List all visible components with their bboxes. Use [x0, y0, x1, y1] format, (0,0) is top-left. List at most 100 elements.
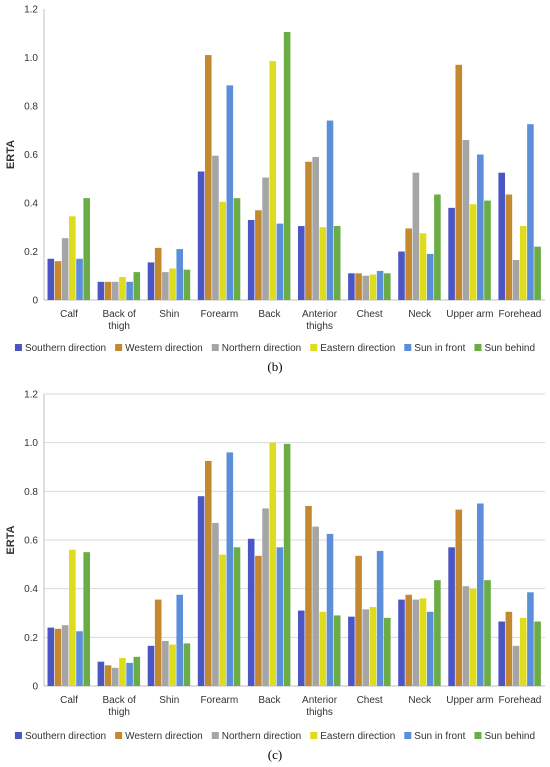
- legend-item: Eastern direction: [310, 731, 395, 742]
- legend-label: Sun in front: [414, 731, 465, 742]
- bar-c-7-4: [426, 611, 434, 686]
- bar-c-7-1: [405, 594, 412, 686]
- category-label: Forehead: [499, 695, 542, 706]
- bar-c-1-1: [104, 665, 112, 686]
- bar-b-3-2: [212, 155, 219, 300]
- bar-b-7-2: [412, 172, 420, 300]
- bar-c-1-2: [111, 667, 119, 686]
- bar-b-2-0: [147, 262, 155, 300]
- y-tick-label: 0: [32, 682, 38, 693]
- bar-c-0-0: [47, 627, 55, 686]
- bar-c-0-3: [69, 549, 76, 686]
- bar-b-2-4: [176, 249, 184, 300]
- bar-b-3-0: [197, 171, 205, 300]
- bar-b-2-3: [169, 268, 176, 300]
- bar-b-1-5: [133, 272, 141, 300]
- bar-c-2-1: [154, 599, 162, 686]
- bar-b-3-4: [226, 85, 234, 300]
- bar-c-6-0: [348, 616, 355, 686]
- y-tick-label: 1.0: [24, 438, 38, 449]
- legend: Southern direction Western direction North…: [14, 343, 535, 354]
- bar-c-9-2: [512, 645, 520, 686]
- bar-c-0-1: [54, 628, 62, 686]
- bar-b-1-0: [97, 281, 105, 300]
- bar-b-8-0: [448, 207, 455, 300]
- legend-item: Southern direction: [14, 731, 106, 742]
- chart-c-svg: 0 0.2 0.4 0.6 0.8 1.0 1.2 ERTA Calf Back of thigh S…: [5, 390, 545, 742]
- bar-b-9-5: [534, 246, 541, 300]
- bar-c-7-5: [434, 580, 441, 686]
- y-tick-label: 0.4: [24, 584, 38, 595]
- legend-swatch: [310, 344, 318, 351]
- bar-c-5-4: [326, 533, 334, 686]
- bar-b-2-5: [183, 269, 191, 300]
- bar-c-0-5: [83, 552, 90, 686]
- y-axis-label: ERTA: [5, 525, 17, 554]
- category-label: Upper arm: [446, 695, 493, 706]
- bar-b-1-4: [126, 281, 133, 300]
- category-label: Chest: [357, 695, 383, 706]
- bar-c-3-4: [226, 452, 234, 686]
- bar-c-7-2: [412, 599, 420, 686]
- legend-label: Sun behind: [484, 343, 535, 354]
- legend-item: Western direction: [115, 731, 203, 742]
- bar-c-9-1: [505, 611, 513, 686]
- category-label: Back of thigh: [102, 695, 136, 718]
- bar-c-4-2: [262, 508, 269, 686]
- bar-b-7-0: [398, 251, 405, 300]
- category-label: Shin: [159, 695, 179, 706]
- bar-b-9-0: [498, 172, 505, 300]
- bar-b-6-0: [348, 273, 355, 300]
- bar-b-8-5: [484, 200, 491, 300]
- legend-label: Eastern direction: [320, 731, 395, 742]
- legend-swatch: [14, 732, 22, 739]
- chart-panel-b: 0 0.2 0.4 0.6 0.8 1.0 1.2 ERTA Calf Back of thigh S…: [0, 0, 550, 380]
- bar-b-4-3: [269, 61, 277, 301]
- chart-b-svg: 0 0.2 0.4 0.6 0.8 1.0 1.2 ERTA Calf Back of thigh S…: [5, 5, 545, 354]
- category-label: Anterior thighs: [302, 695, 338, 718]
- bar-b-7-5: [434, 194, 441, 300]
- bar-c-1-4: [126, 662, 133, 686]
- bar-c-8-1: [455, 509, 463, 686]
- y-axis-label: ERTA: [5, 140, 17, 169]
- y-tick-label: 1.0: [24, 53, 38, 64]
- bar-b-5-4: [326, 120, 334, 300]
- bar-c-5-3: [319, 611, 327, 686]
- bar-c-6-3: [369, 606, 377, 686]
- category-label: Back of thigh: [102, 309, 136, 332]
- bar-b-9-4: [527, 124, 534, 300]
- category-label: Upper arm: [446, 309, 493, 320]
- bar-c-3-2: [212, 522, 219, 686]
- y-tick-label: 0.2: [24, 247, 38, 258]
- y-tick-label: 0.4: [24, 199, 38, 210]
- bar-b-8-1: [455, 64, 463, 301]
- panel-c-caption: (c): [267, 747, 283, 762]
- category-label: Back: [258, 309, 281, 320]
- bar-b-4-5: [283, 32, 291, 300]
- bar-c-5-0: [298, 610, 305, 686]
- bar-c-2-2: [162, 640, 169, 686]
- category-label: Shin: [159, 309, 179, 320]
- bar-c-3-0: [197, 496, 205, 686]
- legend-swatch: [310, 732, 318, 739]
- bar-b-6-4: [376, 270, 384, 300]
- bar-b-8-3: [469, 204, 477, 300]
- bar-b-4-2: [262, 177, 269, 300]
- legend-label: Sun in front: [414, 343, 465, 354]
- bar-c-2-3: [169, 644, 176, 686]
- y-tick-label: 0.6: [24, 150, 38, 161]
- bar-b-7-1: [405, 228, 412, 300]
- bar-c-4-0: [247, 538, 255, 686]
- bar-b-7-4: [426, 253, 434, 300]
- legend-label: Southern direction: [25, 343, 106, 354]
- bar-b-9-1: [505, 194, 513, 300]
- bar-b-8-2: [462, 139, 470, 300]
- bar-c-6-1: [355, 555, 362, 686]
- bar-b-6-2: [362, 275, 370, 300]
- bar-b-5-0: [298, 226, 305, 300]
- bar-c-0-4: [76, 631, 83, 686]
- legend-item: Eastern direction: [310, 343, 395, 354]
- legend-swatch: [404, 732, 412, 739]
- bar-c-9-4: [527, 592, 534, 686]
- legend-label: Sun behind: [484, 731, 535, 742]
